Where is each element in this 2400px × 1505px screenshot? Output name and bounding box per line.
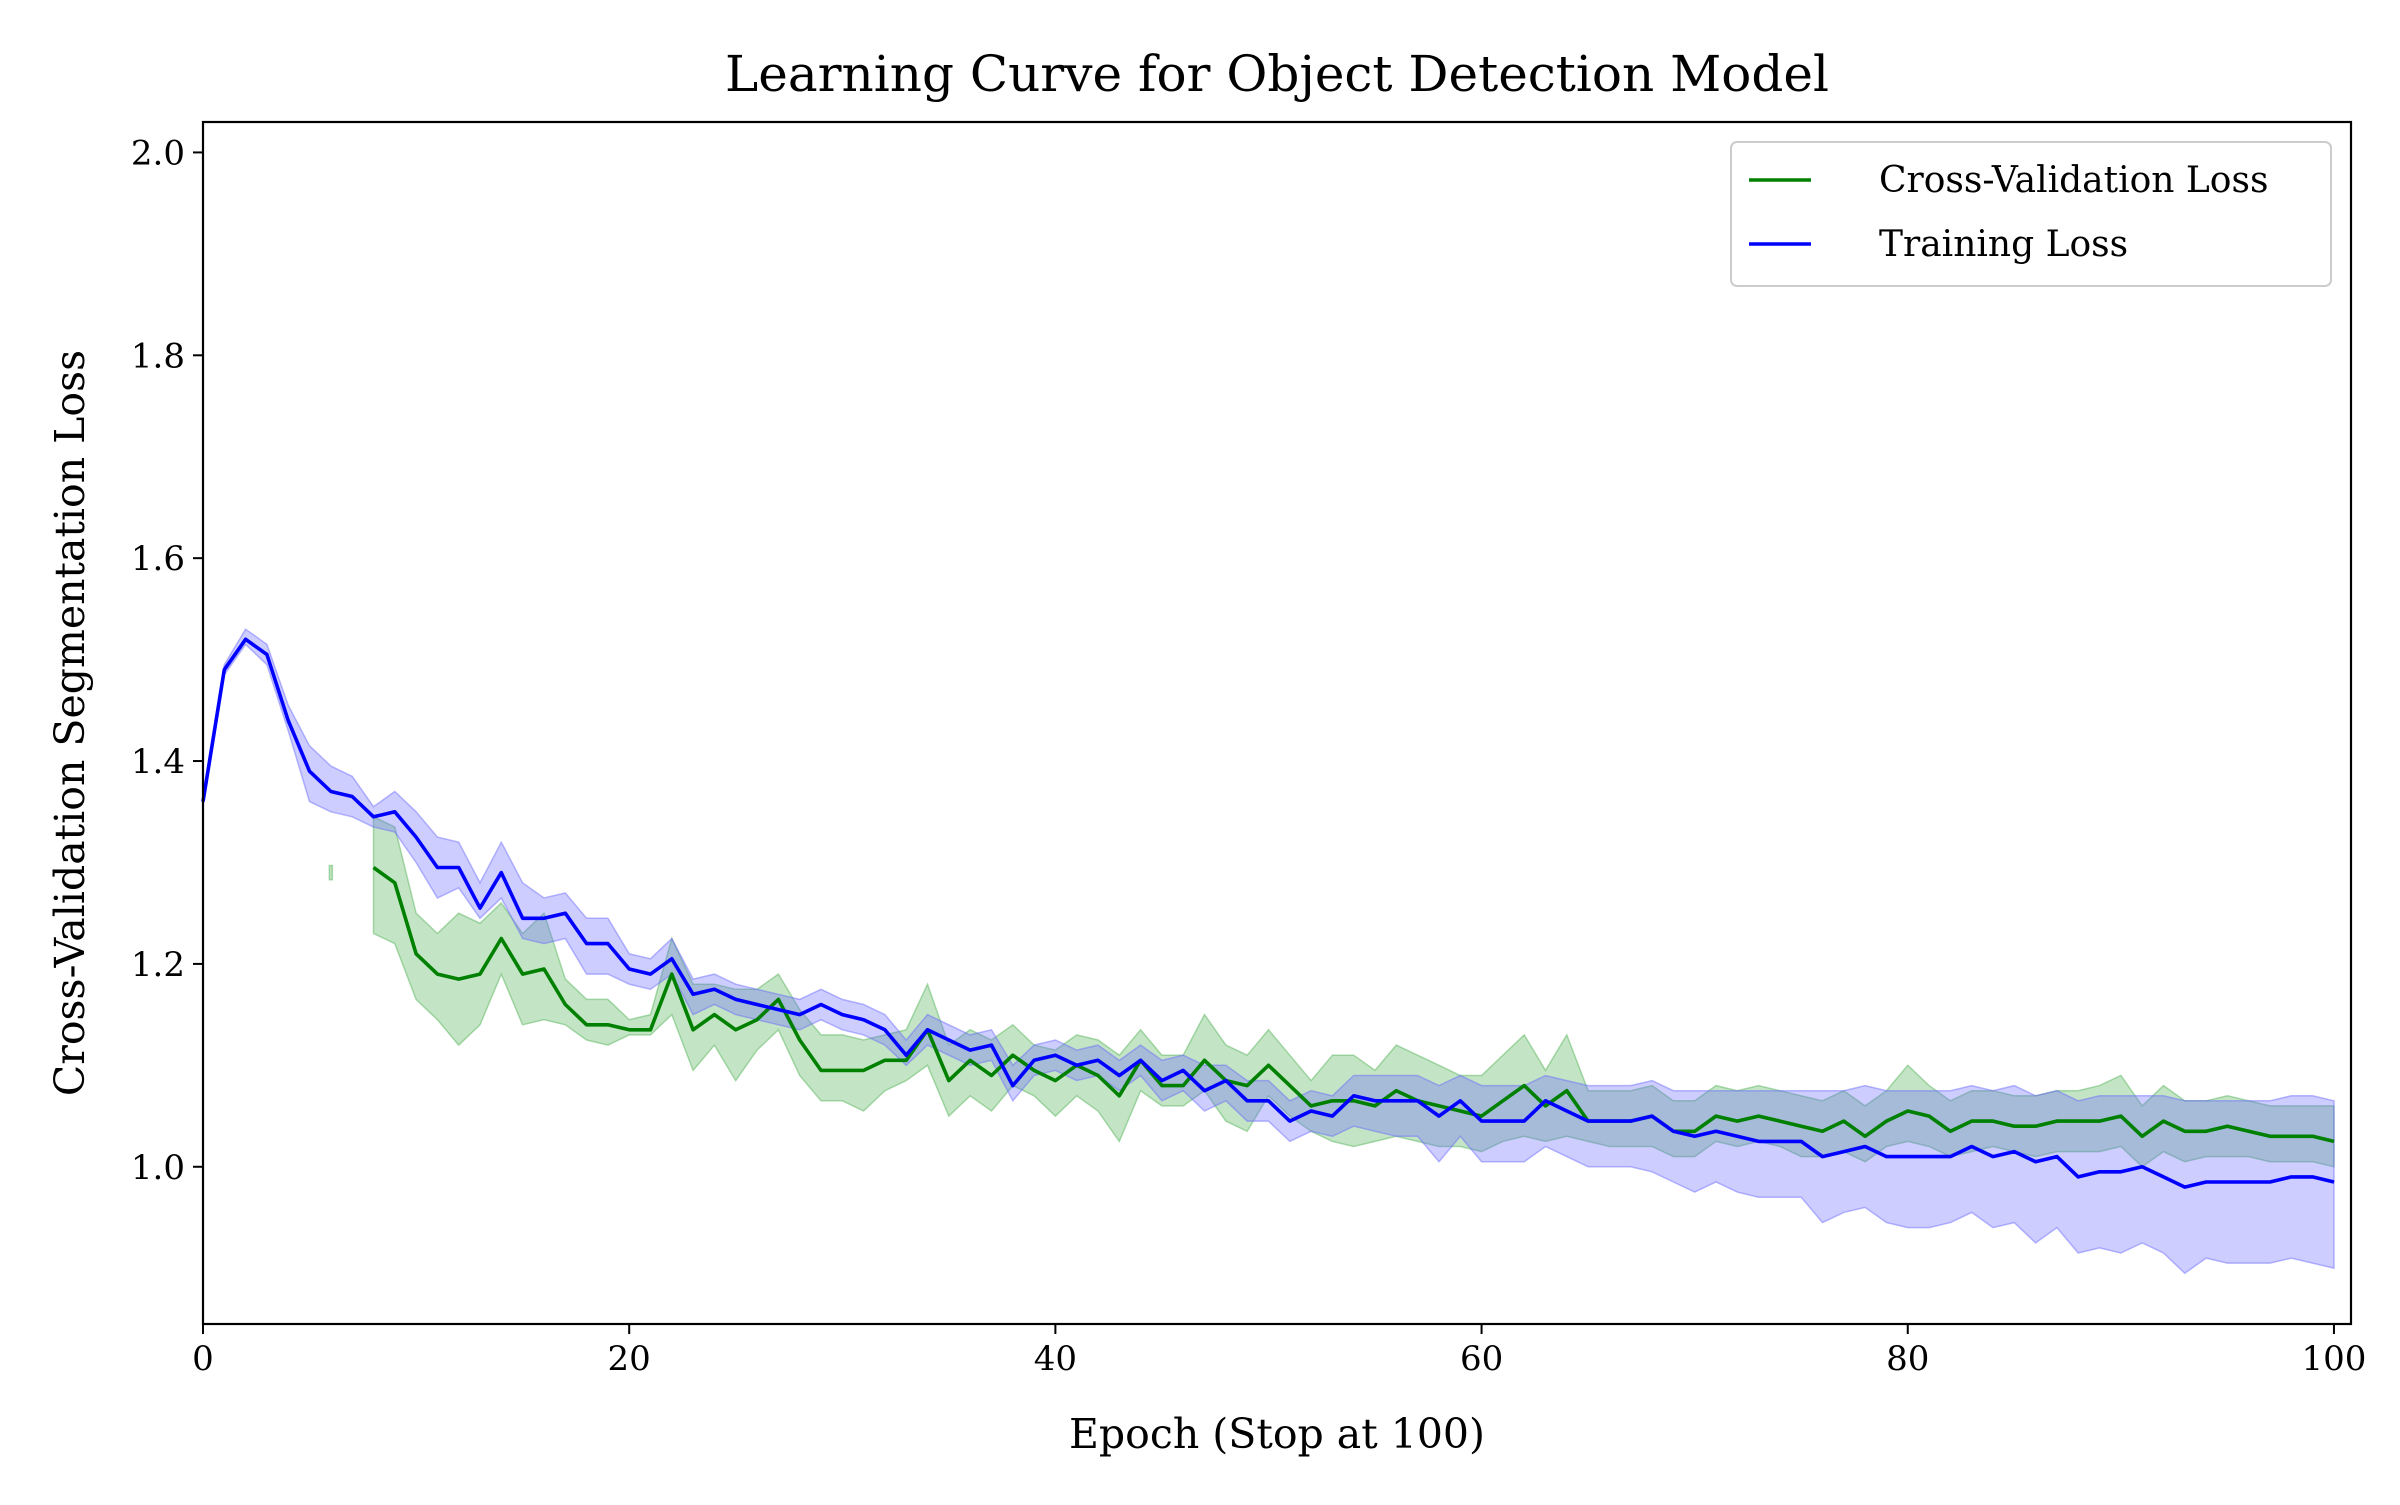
series-lines: [201, 637, 2335, 1189]
x-tick-label: 80: [1886, 1339, 1929, 1379]
plot-frame: [201, 120, 2353, 1326]
x-axis-label: Epoch (Stop at 100): [1069, 1410, 1485, 1458]
legend: Cross-Validation Loss Training Loss: [1730, 141, 2332, 287]
x-tick-label: 60: [1460, 1339, 1503, 1379]
cross-validation-loss-line: [372, 866, 2335, 1144]
confidence-bands: [202, 628, 2335, 1275]
y-axis: 1.0 1.2 1.4 1.6 1.8 2.0: [131, 133, 203, 1188]
y-tick-label: 1.0: [131, 1148, 185, 1188]
chart-title: Learning Curve for Object Detection Mode…: [725, 45, 1829, 103]
x-axis: 0 20 40 60 80 100: [192, 1324, 2366, 1379]
y-tick-label: 1.8: [131, 336, 185, 376]
x-tick-label: 100: [2301, 1339, 2366, 1379]
training-loss-line: [201, 637, 2335, 1189]
x-tick-label: 20: [608, 1339, 651, 1379]
y-axis-label: Cross-Validation Segmentation Loss: [46, 350, 94, 1096]
legend-label-cross-validation-loss: Cross-Validation Loss: [1879, 160, 2268, 201]
x-tick-label: 0: [192, 1339, 214, 1379]
cross-validation-loss-band: [328, 864, 334, 881]
y-tick-label: 1.2: [131, 945, 185, 985]
legend-label-training-loss: Training Loss: [1879, 224, 2128, 265]
x-tick-label: 40: [1034, 1339, 1077, 1379]
y-tick-label: 1.4: [131, 742, 185, 782]
legend-box: [1730, 141, 2332, 287]
y-tick-label: 1.6: [131, 539, 185, 579]
y-tick-label: 2.0: [131, 133, 185, 173]
